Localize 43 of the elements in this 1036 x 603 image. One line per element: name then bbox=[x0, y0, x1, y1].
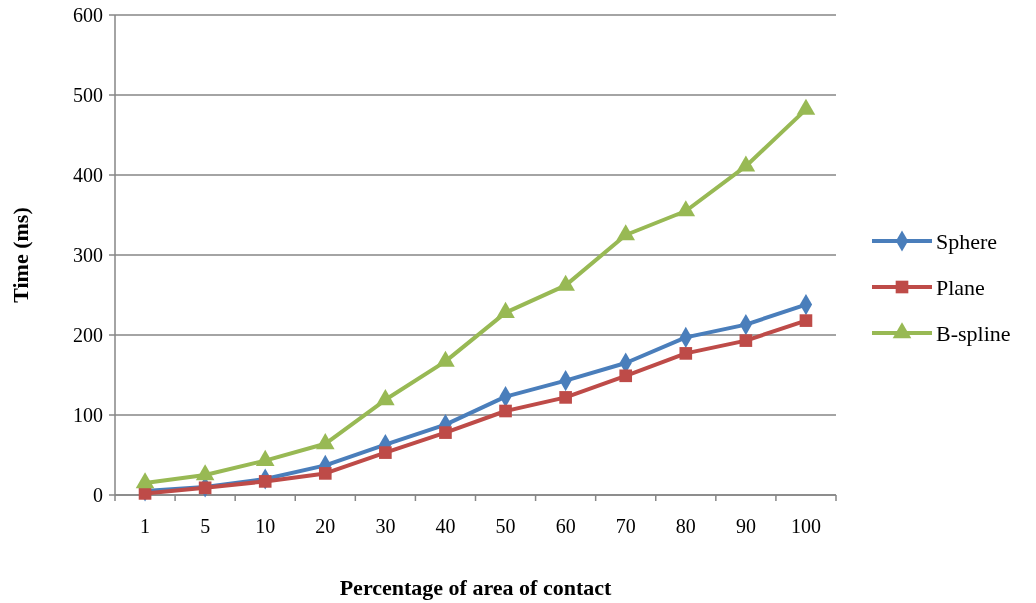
x-tick-label: 80 bbox=[675, 515, 696, 537]
x-tick-label: 1 bbox=[140, 515, 151, 537]
point bbox=[736, 155, 756, 172]
y-tick-label: 300 bbox=[73, 244, 103, 266]
point bbox=[496, 301, 515, 318]
x-tick-label: 5 bbox=[200, 515, 211, 537]
x-tick-label: 20 bbox=[315, 515, 336, 537]
point bbox=[138, 487, 152, 500]
x-tick-label: 50 bbox=[495, 515, 516, 537]
y-tick-label: 500 bbox=[73, 84, 103, 106]
legend-label: Sphere bbox=[936, 228, 998, 254]
point bbox=[499, 404, 512, 418]
x-tick-label: 30 bbox=[375, 515, 396, 537]
point bbox=[739, 334, 753, 347]
point bbox=[439, 426, 452, 439]
point bbox=[619, 369, 633, 383]
x-tick-label: 60 bbox=[555, 515, 576, 537]
y-tick-label: 600 bbox=[73, 4, 103, 26]
y-tick-label: 200 bbox=[73, 324, 103, 346]
x-axis-title: Percentage of area of contact bbox=[339, 575, 612, 600]
x-tick-label: 40 bbox=[435, 515, 456, 537]
point bbox=[258, 475, 272, 488]
legend-label: B-spline bbox=[936, 320, 1011, 346]
point bbox=[676, 200, 696, 217]
y-tick-label: 100 bbox=[73, 404, 103, 426]
x-tick-label: 90 bbox=[735, 515, 756, 537]
x-tick-label: 70 bbox=[615, 515, 636, 537]
y-axis-title: Time (ms) bbox=[8, 207, 33, 303]
point bbox=[556, 274, 575, 291]
point bbox=[198, 481, 212, 495]
point bbox=[559, 391, 572, 404]
point bbox=[679, 347, 693, 360]
legend-label: Plane bbox=[936, 274, 985, 300]
x-tick-label: 100 bbox=[790, 515, 821, 537]
point bbox=[379, 446, 392, 459]
y-tick-label: 400 bbox=[73, 164, 103, 186]
x-tick-label: 10 bbox=[255, 515, 276, 537]
y-tick-label: 0 bbox=[93, 484, 103, 506]
point bbox=[616, 224, 636, 241]
point bbox=[799, 314, 813, 327]
point bbox=[318, 467, 332, 480]
point bbox=[796, 98, 816, 115]
point bbox=[376, 389, 395, 406]
